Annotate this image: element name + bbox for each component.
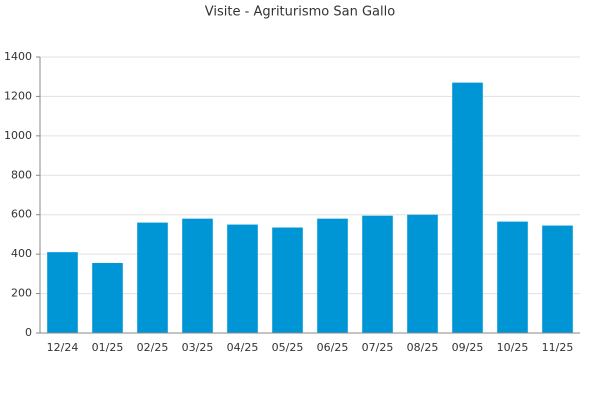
bar (227, 224, 258, 333)
y-tick-label: 600 (11, 208, 32, 221)
x-tick-label: 08/25 (407, 341, 439, 354)
y-tick-label: 200 (11, 287, 32, 300)
x-tick-label: 06/25 (317, 341, 349, 354)
bar (497, 221, 528, 333)
bar (362, 215, 393, 333)
bar (317, 218, 348, 333)
y-tick-label: 400 (11, 247, 32, 260)
bar (272, 227, 303, 333)
y-tick-label: 800 (11, 168, 32, 181)
bar (542, 225, 573, 333)
bar (407, 214, 438, 333)
y-tick-label: 1200 (4, 89, 32, 102)
bar (452, 82, 483, 333)
x-tick-label: 05/25 (272, 341, 304, 354)
x-tick-label: 01/25 (92, 341, 124, 354)
y-tick-label: 1000 (4, 129, 32, 142)
x-tick-label: 02/25 (137, 341, 169, 354)
bar (92, 263, 123, 333)
y-tick-label: 1400 (4, 50, 32, 63)
chart-title: Visite - Agriturismo San Gallo (205, 5, 395, 20)
x-tick-label: 11/25 (542, 341, 574, 354)
x-tick-label: 04/25 (227, 341, 259, 354)
x-tick-label: 03/25 (182, 341, 214, 354)
bar (137, 222, 168, 333)
y-tick-label: 0 (25, 326, 32, 339)
x-tick-label: 12/24 (47, 341, 79, 354)
x-tick-label: 07/25 (362, 341, 394, 354)
x-tick-label: 10/25 (497, 341, 529, 354)
bar (47, 252, 78, 333)
x-tick-label: 09/25 (452, 341, 484, 354)
bar (182, 218, 213, 333)
